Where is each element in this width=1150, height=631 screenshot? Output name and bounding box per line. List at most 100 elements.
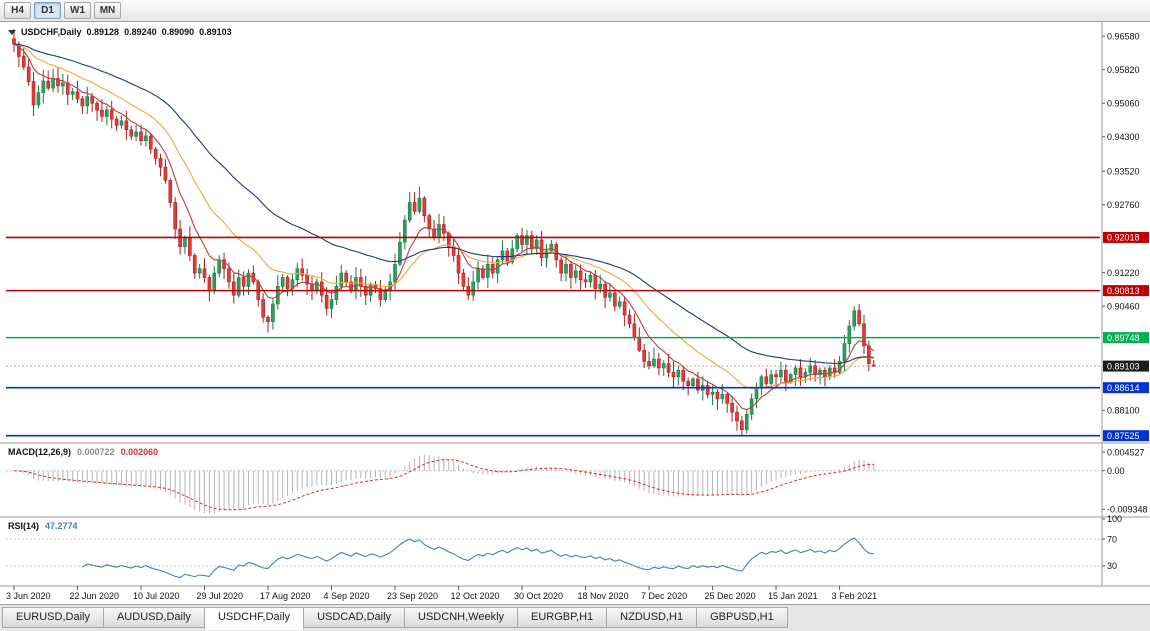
candle-body xyxy=(661,363,666,369)
price-axis-label: 0.94300 xyxy=(1107,132,1140,142)
chart-tab-usdcad-daily[interactable]: USDCAD,Daily xyxy=(303,607,406,628)
price-level-badge xyxy=(1103,332,1149,344)
candle-body xyxy=(227,268,231,283)
candle-body xyxy=(285,277,290,289)
chart-tab-audusd-daily[interactable]: AUDUSD,Daily xyxy=(102,607,205,628)
chart-canvas[interactable]: 0.96580 0.95820 0.95060 0.94300 0.93520 0.927… xyxy=(0,22,1150,604)
rsi-line xyxy=(82,537,874,579)
timeframe-button-w1[interactable]: W1 xyxy=(64,2,91,19)
candle-body xyxy=(61,82,65,87)
candle-body xyxy=(188,237,192,256)
price-level-badge-label: 0.89748 xyxy=(1107,333,1140,343)
candle-body xyxy=(461,272,466,287)
candle-body xyxy=(652,358,656,367)
candle-body xyxy=(544,250,549,258)
chart-title: USDCHF,Daily 0.89128 0.89240 0.89090 0.8… xyxy=(8,27,232,37)
candle-body xyxy=(241,277,246,287)
price-axis-drag-area[interactable] xyxy=(1102,22,1150,586)
candle-body xyxy=(334,286,339,300)
candle-body xyxy=(476,268,480,283)
candle-body xyxy=(691,378,695,386)
candle-body xyxy=(105,109,109,117)
candle-body xyxy=(46,80,50,89)
candle-body xyxy=(437,224,441,239)
chart-tab-usdcnh-weekly[interactable]: USDCNH,Weekly xyxy=(404,607,519,628)
candle-body xyxy=(124,120,129,130)
candle-body xyxy=(813,365,817,375)
candle-body xyxy=(613,292,617,307)
chart-tab-eurusd-daily[interactable]: EURUSD,Daily xyxy=(2,607,104,628)
candle-body xyxy=(456,255,461,274)
candle-body xyxy=(339,272,344,287)
candle-body xyxy=(622,301,627,316)
candle-body xyxy=(481,268,485,278)
candle-body xyxy=(134,131,138,137)
candle-body xyxy=(65,82,70,95)
chart-tab-eurgbp-h1[interactable]: EURGBP,H1 xyxy=(517,607,608,628)
candle-body xyxy=(412,202,417,212)
macd-axis-label: 0.004527 xyxy=(1107,447,1145,457)
candle-body xyxy=(271,303,275,322)
price-level-badge xyxy=(1103,231,1149,243)
candle-body xyxy=(305,275,309,285)
candle-body xyxy=(764,376,769,384)
candle-body xyxy=(588,275,593,283)
timeframe-button-mn[interactable]: MN xyxy=(94,2,121,19)
candle-body xyxy=(769,374,773,384)
chart-title-symbol: USDCHF,Daily xyxy=(21,27,82,37)
candle-body xyxy=(642,350,646,362)
candle-body xyxy=(217,259,221,274)
candle-body xyxy=(144,135,148,142)
candle-body xyxy=(407,202,412,221)
candle-body xyxy=(378,288,383,300)
candle-body xyxy=(842,343,847,362)
candle-body xyxy=(21,56,26,68)
candle-body xyxy=(637,336,642,351)
chart-tab-nzdusd-h1[interactable]: NZDUSD,H1 xyxy=(606,607,698,628)
candle-body xyxy=(798,367,803,378)
candle-body xyxy=(26,66,31,82)
macd-indicator-label: MACD(12,26,9) 0.000722 0.002060 xyxy=(8,447,158,457)
time-axis-label: 15 Jan 2021 xyxy=(768,591,818,601)
time-axis-label: 18 Nov 2020 xyxy=(578,591,629,601)
rsi-indicator-label: RSI(14) 47.2774 xyxy=(8,521,78,531)
candle-body xyxy=(696,378,700,391)
time-axis-label: 29 Jul 2020 xyxy=(197,591,244,601)
moving-average-line xyxy=(13,43,874,365)
candle-body xyxy=(222,259,226,269)
chart-title-open: 0.89128 xyxy=(86,27,120,37)
timeframe-button-h4[interactable]: H4 xyxy=(4,2,31,19)
price-axis-label: 0.93520 xyxy=(1107,166,1140,176)
rsi-axis-label: 100 xyxy=(1107,514,1122,524)
candle-body xyxy=(730,402,734,413)
candle-body xyxy=(632,323,637,338)
candle-body xyxy=(681,369,686,382)
candle-body xyxy=(715,391,720,400)
chart-tab-usdchf-daily[interactable]: USDCHF,Daily xyxy=(203,607,305,630)
moving-average-line xyxy=(13,43,874,390)
candle-body xyxy=(608,292,612,298)
candle-body xyxy=(774,374,778,378)
candle-body xyxy=(95,102,99,111)
candle-body xyxy=(197,268,202,274)
chart-tab-gbpusd-h1[interactable]: GBPUSD,H1 xyxy=(696,607,788,628)
candle-body xyxy=(427,215,432,230)
candle-body xyxy=(676,369,681,378)
rsi-name: RSI(14) xyxy=(8,521,40,531)
symbol-menu-arrow-icon[interactable] xyxy=(8,29,16,35)
candle-body xyxy=(383,290,388,300)
candle-body xyxy=(686,380,690,386)
price-axis-label: 0.95820 xyxy=(1107,65,1140,75)
candle-body xyxy=(486,263,490,278)
timeframe-button-d1[interactable]: D1 xyxy=(34,2,61,19)
candle-body xyxy=(871,364,876,367)
candle-body xyxy=(666,363,671,373)
time-axis-label: 23 Sep 2020 xyxy=(387,591,438,601)
chart-title-close: 0.89103 xyxy=(199,27,232,37)
candle-body xyxy=(793,367,798,375)
candle-body xyxy=(261,299,265,318)
time-axis-drag-area[interactable] xyxy=(0,586,1150,604)
candle-body xyxy=(310,283,314,292)
price-level-badge xyxy=(1103,430,1149,442)
